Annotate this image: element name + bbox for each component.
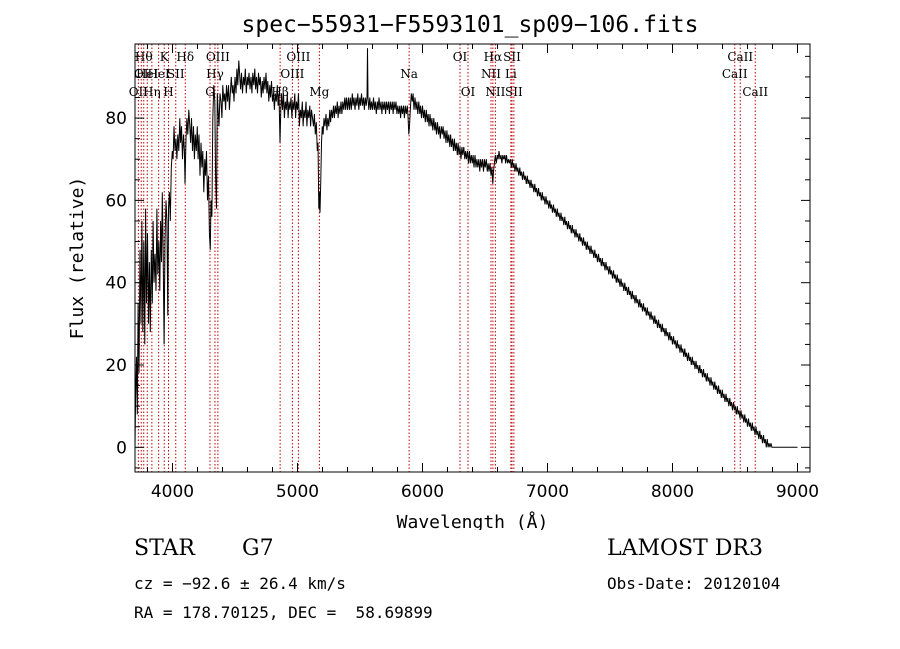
x-axis-label: Wavelength (Å) (397, 511, 549, 530)
axis-ticks: 4000 5000 6000 7000 8000 9000 0 20 40 60 80 (105, 44, 819, 502)
line-label-9: Hδ (176, 50, 194, 64)
line-label-16: Mg (309, 85, 329, 99)
y-tick-label-0: 0 (116, 438, 127, 458)
line-label-27: CaII (727, 50, 753, 64)
x-tick-label-4: 8000 (651, 482, 694, 502)
spectrum-line (134, 48, 798, 448)
line-label-20: NII (481, 67, 501, 81)
line-label-3: HeI (136, 67, 159, 81)
line-label-14: OIII (280, 67, 304, 81)
chart-title: spec−55931−F5593101_sp09−106.fits (242, 12, 699, 38)
survey-name: LAMOST DR3 (607, 536, 763, 561)
line-label-11: Hγ (206, 67, 224, 81)
object-class: STAR (134, 536, 195, 561)
line-label-15: OIII (286, 50, 310, 64)
line-label-19: OI (461, 85, 476, 99)
coordinates: RA = 178.70125, DEC = 58.69899 (134, 603, 433, 622)
line-label-6: K (160, 50, 170, 64)
line-label-8: SII (167, 67, 185, 81)
line-label-24: SII (503, 50, 521, 64)
line-label-28: CaII (742, 85, 768, 99)
y-axis-label: Flux (relative) (67, 177, 88, 340)
line-label-25: SII (505, 85, 523, 99)
line-label-0: OII (129, 85, 149, 99)
line-label-21: Hα (484, 50, 503, 64)
line-label-4: Hη (143, 85, 161, 99)
line-label-12: OIII (206, 50, 230, 64)
line-label-5: HeI (147, 67, 170, 81)
spectral-line-markers (137, 44, 756, 472)
y-tick-label-4: 80 (105, 109, 127, 129)
line-label-23: Li (505, 67, 517, 81)
x-tick-label-5: 9000 (776, 482, 819, 502)
plot-frame (134, 43, 811, 473)
y-tick-label-3: 60 (105, 191, 127, 211)
obs-date: Obs-Date: 20120104 (607, 574, 781, 593)
line-label-10: G (205, 85, 215, 99)
line-label-26: CaII (722, 67, 748, 81)
y-tick-label-1: 20 (105, 356, 127, 376)
redshift-info: cz = −92.6 ± 26.4 km/s (134, 574, 346, 593)
line-label-17: Na (400, 67, 418, 81)
x-tick-label-2: 6000 (401, 482, 444, 502)
x-tick-label-1: 5000 (276, 482, 319, 502)
line-label-22: NII (485, 85, 505, 99)
x-tick-label-3: 7000 (526, 482, 569, 502)
line-label-7: H (163, 85, 173, 99)
x-tick-label-0: 4000 (151, 482, 194, 502)
subclass: G7 (242, 536, 274, 561)
line-label-1: OI (134, 67, 149, 81)
line-label-2: Hθ (135, 50, 153, 64)
line-label-18: OI (453, 50, 468, 64)
spectrum-chart: spec−55931−F5593101_sp09−106.fits OIIOIH… (67, 12, 819, 530)
y-tick-label-2: 40 (105, 274, 127, 294)
spectral-line-labels: OIIOIHθHeIHηHeIKHSIIHδGHγOIIIHβOIIIOIIIM… (129, 50, 769, 99)
